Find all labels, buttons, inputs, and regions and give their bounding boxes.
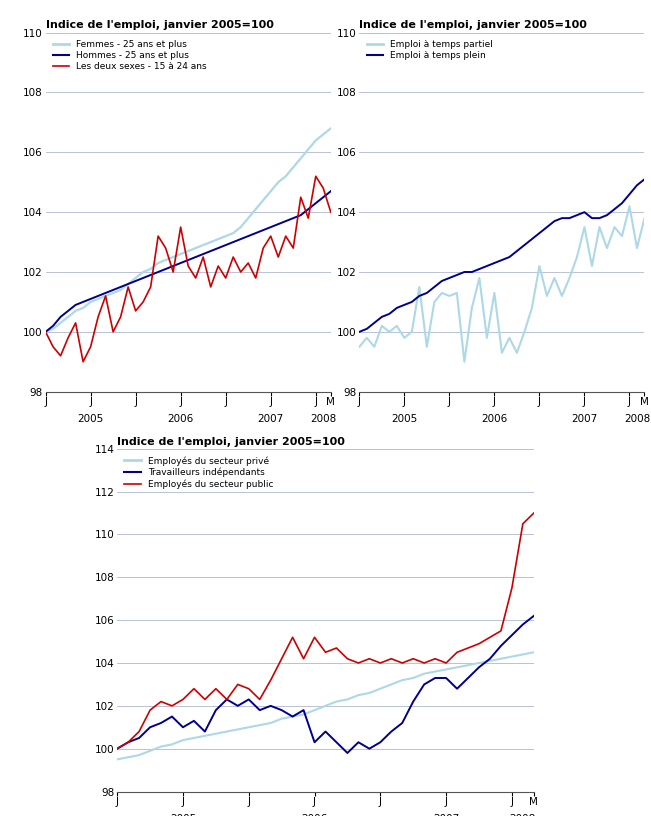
Text: 2005: 2005: [77, 414, 104, 424]
Text: 2008: 2008: [310, 414, 337, 424]
Text: 2005: 2005: [391, 414, 417, 424]
Text: 2008: 2008: [624, 414, 650, 424]
Text: 2006: 2006: [167, 414, 194, 424]
Text: Indice de l'emploi, janvier 2005=100: Indice de l'emploi, janvier 2005=100: [117, 437, 345, 446]
Text: 2006: 2006: [481, 414, 508, 424]
Text: Indice de l'emploi, janvier 2005=100: Indice de l'emploi, janvier 2005=100: [46, 20, 273, 30]
Text: 2008: 2008: [510, 814, 536, 816]
Text: 2006: 2006: [301, 814, 327, 816]
Legend: Femmes - 25 ans et plus, Hommes - 25 ans et plus, Les deux sexes - 15 à 24 ans: Femmes - 25 ans et plus, Hommes - 25 ans…: [50, 38, 210, 74]
Text: 2007: 2007: [572, 414, 598, 424]
Text: 2005: 2005: [170, 814, 196, 816]
Text: Indice de l'emploi, janvier 2005=100: Indice de l'emploi, janvier 2005=100: [359, 20, 587, 30]
Legend: Employés du secteur privé, Travailleurs indépendants, Employés du secteur public: Employés du secteur privé, Travailleurs …: [122, 454, 276, 492]
Text: 2007: 2007: [258, 414, 284, 424]
Text: 2007: 2007: [433, 814, 459, 816]
Legend: Emploi à temps partiel, Emploi à temps plein: Emploi à temps partiel, Emploi à temps p…: [364, 38, 495, 63]
